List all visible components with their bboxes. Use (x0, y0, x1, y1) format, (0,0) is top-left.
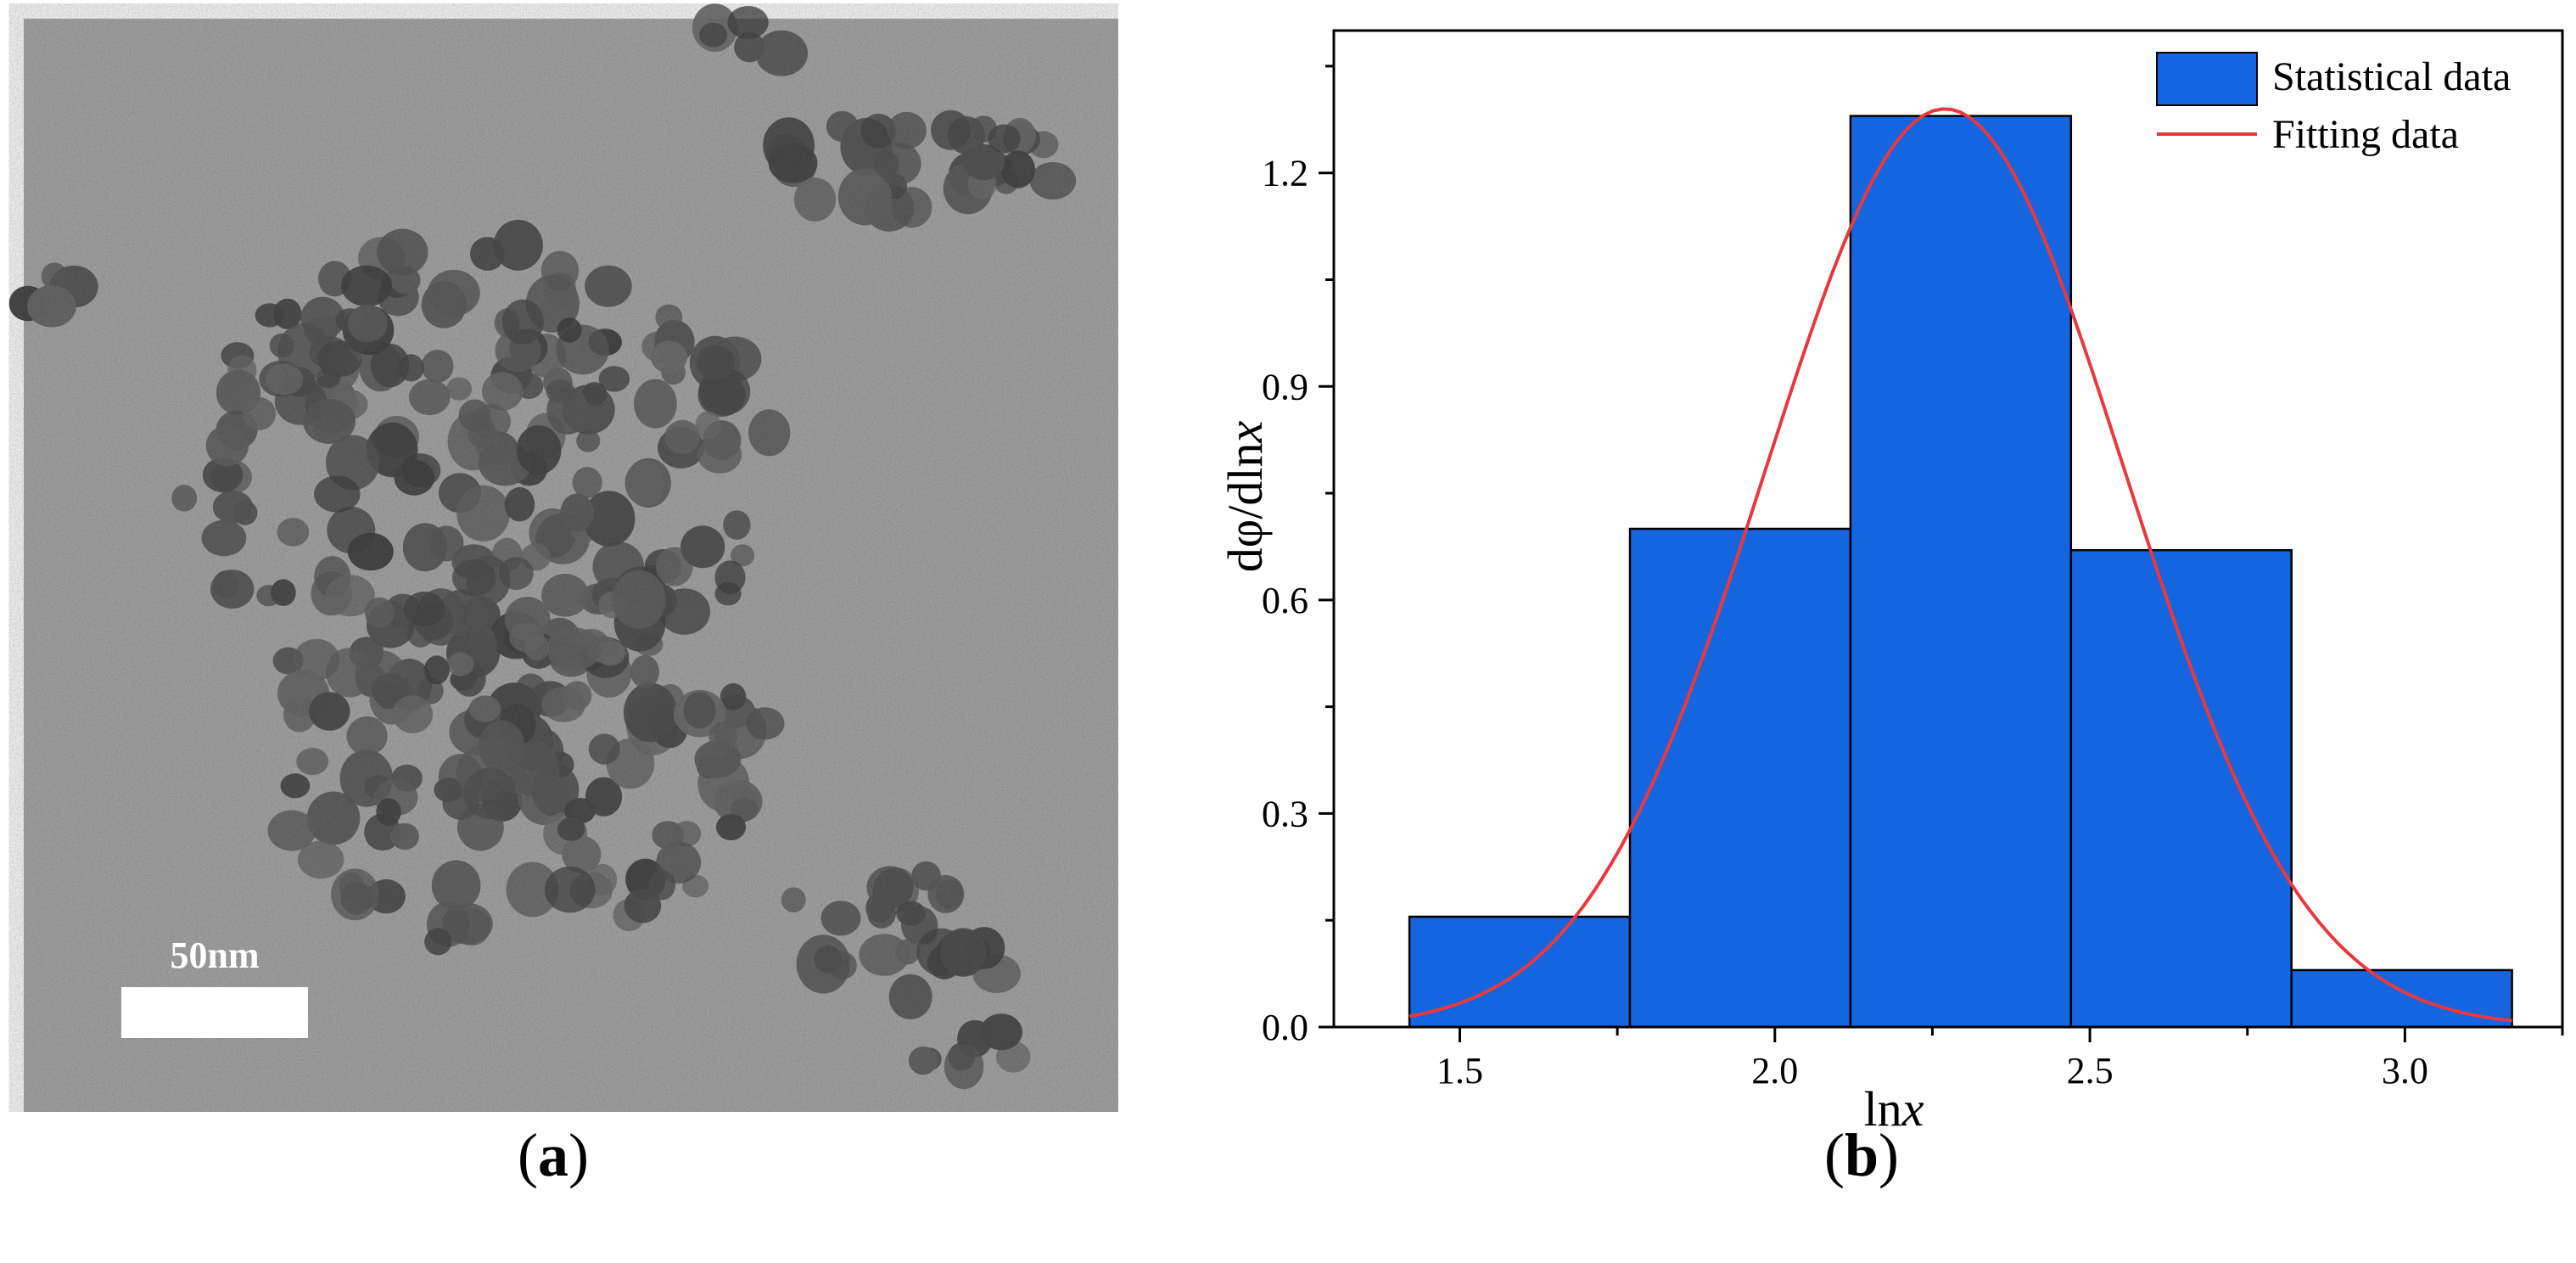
histogram-bar-5 (2290, 968, 2513, 1029)
histogram-chart: 1.5 2.0 2.5 3.0 0.0 0.3 0.6 0.9 1.2 Statistical … (1218, 29, 2564, 1137)
histogram-bar-3 (1849, 115, 2073, 1029)
legend: Statistical data Fitting data (2156, 52, 2511, 157)
y-tick-label: 0.0 (1262, 1007, 1308, 1048)
scale-bar-label: 50nm (170, 935, 259, 976)
legend-swatch-bar (2156, 52, 2258, 106)
scale-bar (121, 987, 308, 1038)
caption-b: (b) (1824, 1121, 1900, 1189)
tem-micrograph: 50nm (8, 3, 1118, 1112)
histogram-bar-2 (1628, 527, 1852, 1029)
y-tick-label: 1.2 (1262, 153, 1308, 194)
plot-frame (1332, 29, 2564, 1029)
x-tick-label: 3.0 (2382, 1050, 2428, 1092)
tem-image-panel: 50nm (0, 0, 1188, 1259)
y-tick-label: 0.3 (1262, 793, 1308, 834)
y-axis-label: dφ/dlnx (1218, 421, 1273, 573)
y-tick-label: 0.9 (1262, 366, 1308, 407)
x-tick-label: 1.5 (1436, 1050, 1483, 1092)
legend-label-statistical: Statistical data (2272, 54, 2511, 99)
x-tick-label: 2.0 (1751, 1050, 1798, 1092)
histogram-chart-panel: 1.5 2.0 2.5 3.0 0.0 0.3 0.6 0.9 1.2 Statistical … (1188, 0, 2576, 1259)
caption-a: (a) (518, 1121, 589, 1189)
legend-label-fitting: Fitting data (2272, 112, 2459, 157)
y-tick-label: 0.6 (1262, 580, 1308, 621)
fitting-curve (1408, 107, 2512, 1023)
x-axis-label: lnx (1864, 1081, 1924, 1137)
x-tick-label: 2.5 (2067, 1050, 2114, 1092)
histogram-bar-4 (2069, 548, 2293, 1029)
